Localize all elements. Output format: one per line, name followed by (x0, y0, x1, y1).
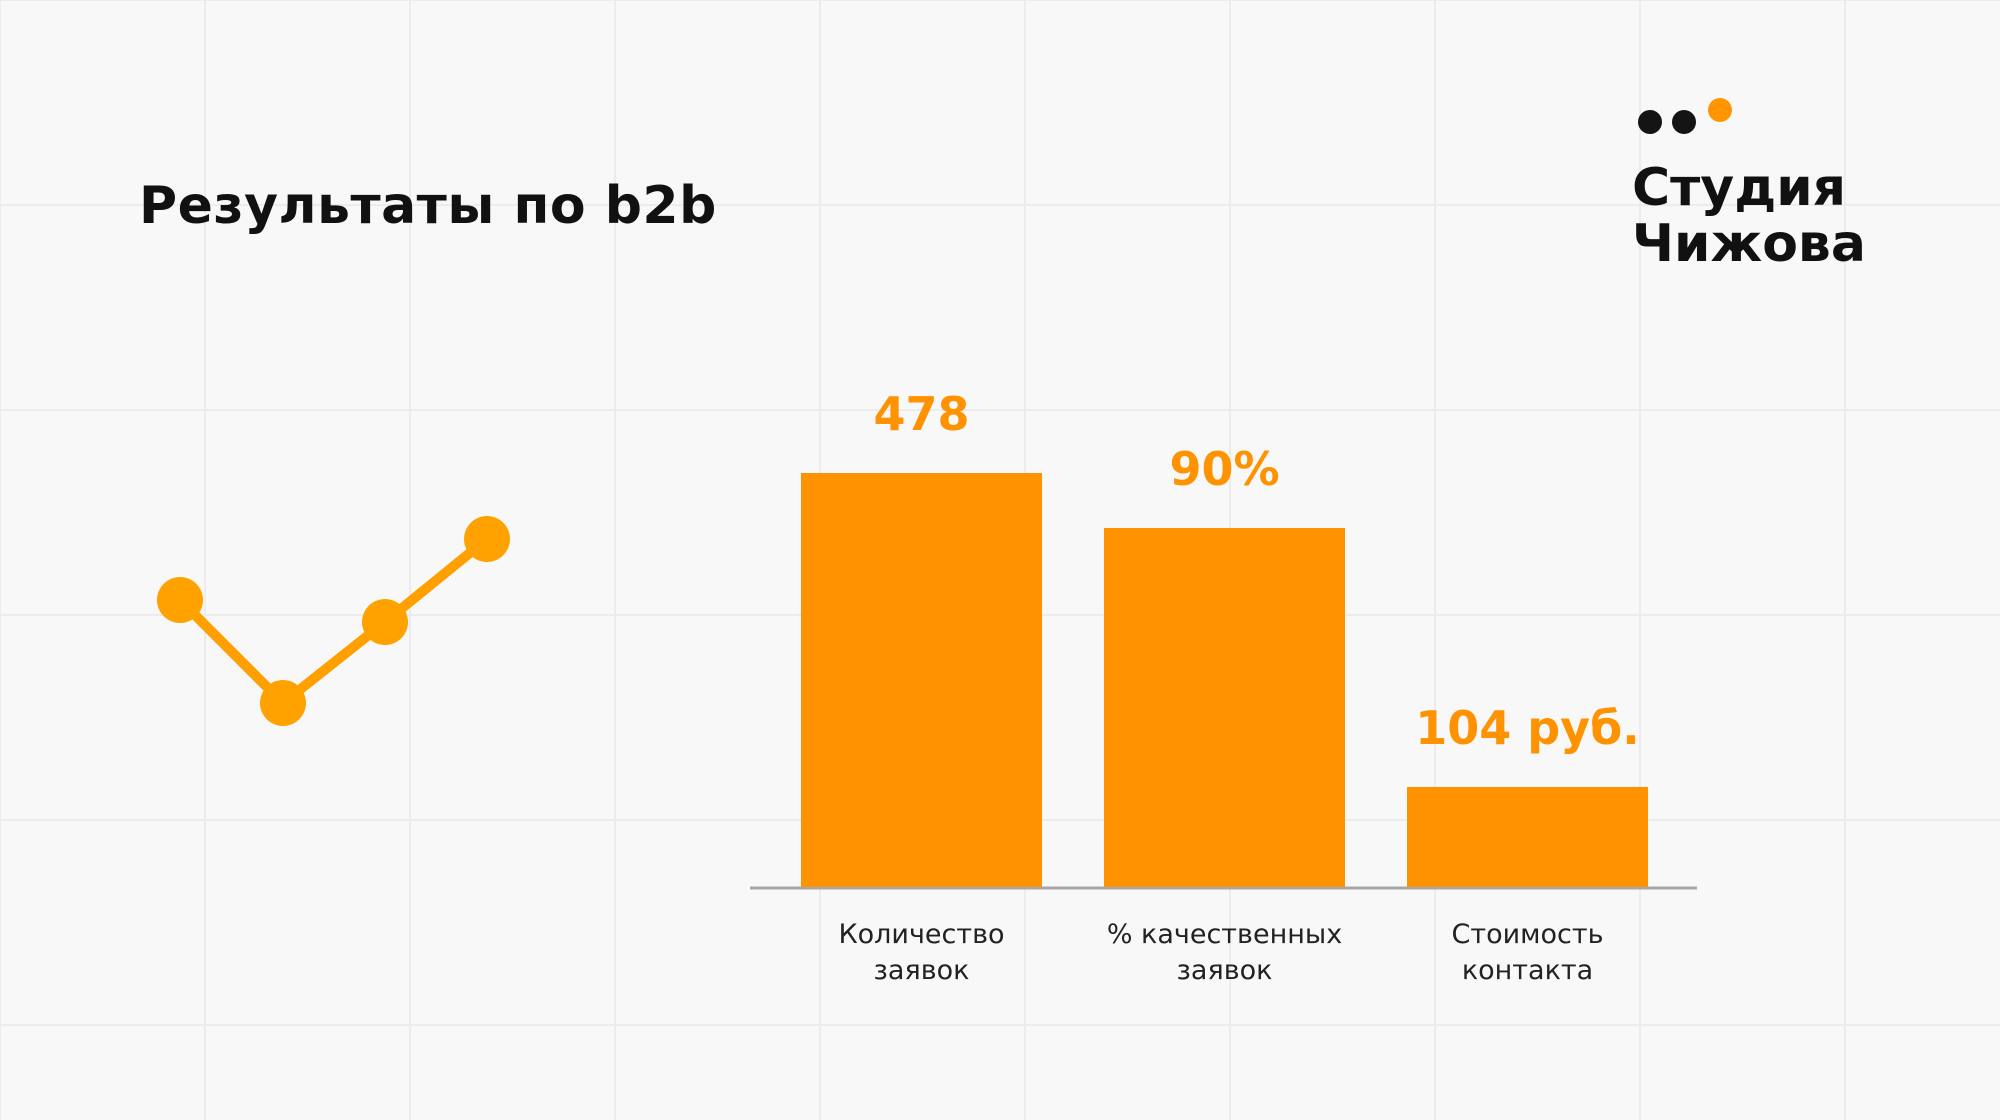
logo-line-2: Чижова (1632, 214, 1866, 274)
data-label: 478 (873, 387, 969, 441)
trend-line-path (176, 535, 491, 708)
trend-point (464, 516, 510, 562)
logo-line-1: Студия (1632, 158, 1847, 218)
bar (1104, 528, 1345, 887)
trend-line-icon (157, 516, 510, 726)
data-label: 90% (1169, 442, 1279, 496)
x-tick-label: Стоимость контакта (1451, 919, 1603, 986)
data-label: 104 руб. (1415, 701, 1640, 755)
x-tick-label-line: заявок (1177, 955, 1273, 986)
x-tick-label-line: % качественных (1107, 919, 1342, 950)
x-tick-label: % качественных заявок (1107, 919, 1342, 986)
trend-point (362, 599, 408, 645)
logo-dot-1 (1638, 110, 1662, 134)
x-tick-label: Количество заявок (838, 919, 1004, 986)
logo-dot-2 (1672, 110, 1696, 134)
trend-point (157, 577, 203, 623)
trend-point (260, 680, 306, 726)
x-tick-label-line: контакта (1462, 955, 1593, 986)
studio-logo: Студия Чижова (1632, 160, 1866, 272)
page-title: Результаты по b2b (139, 176, 717, 236)
x-tick-label-line: Стоимость (1451, 919, 1603, 950)
bar (1407, 787, 1648, 887)
bar (801, 473, 1042, 887)
x-tick-label-line: заявок (874, 955, 970, 986)
logo-dot-3 (1708, 98, 1732, 122)
x-tick-label-line: Количество (838, 919, 1004, 950)
